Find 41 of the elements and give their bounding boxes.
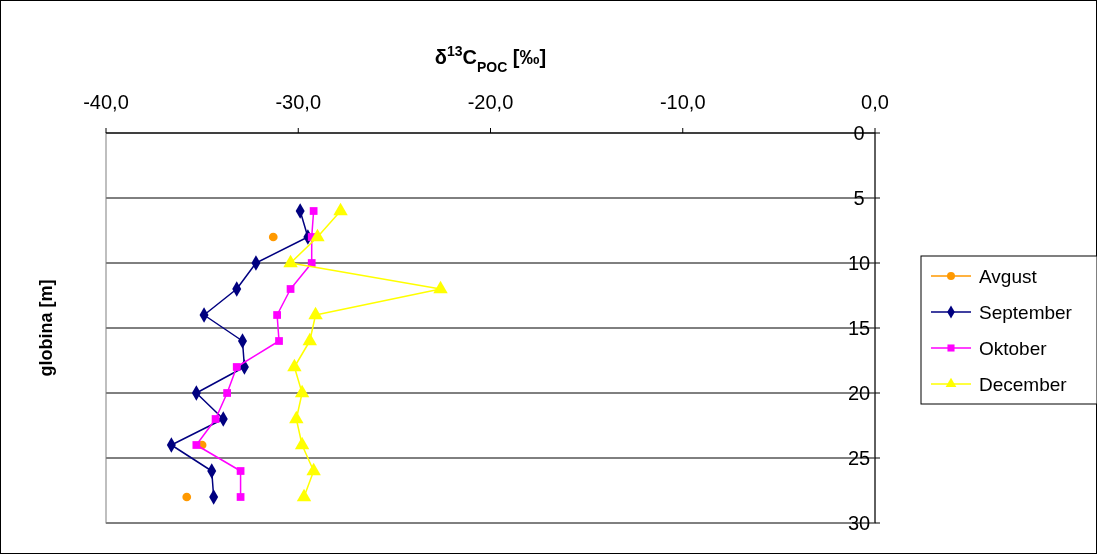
point [294, 384, 310, 398]
x-tick-label: -40,0 [83, 91, 129, 113]
point [223, 389, 231, 397]
point [275, 337, 283, 345]
point [283, 254, 298, 268]
point [287, 358, 302, 372]
point [310, 228, 325, 242]
y-tick-label: 25 [847, 447, 871, 469]
legend-label: Oktober [979, 338, 1048, 359]
y-tick-label: 10 [847, 252, 871, 274]
point [236, 493, 245, 501]
point [309, 207, 318, 215]
y-tick-label: 20 [847, 382, 871, 404]
point [232, 363, 241, 371]
x-axis-title: δ$^{13}$C$_{POC}$ [‰] [434, 43, 547, 75]
point [296, 488, 312, 502]
point [294, 436, 310, 450]
legend-label: Avgust [979, 266, 1038, 287]
point [273, 311, 281, 319]
point [286, 285, 295, 293]
x-tick-label: 0,0 [861, 91, 889, 113]
point [333, 202, 348, 216]
point [211, 415, 220, 423]
y-axis-title: globina [m] [36, 279, 56, 377]
point [433, 280, 448, 294]
point [308, 306, 323, 320]
legend-label: December [979, 374, 1068, 395]
x-tick-label: -20,0 [467, 91, 514, 113]
y-tick-label: 5 [853, 187, 865, 209]
legend-label: September [979, 302, 1073, 323]
y-tick-label: 15 [847, 317, 871, 339]
point [306, 462, 321, 476]
point [289, 410, 304, 424]
y-tick-label: 30 [847, 512, 871, 534]
point [182, 492, 192, 502]
point [268, 232, 278, 242]
x-tick-label: -30,0 [275, 91, 322, 113]
point [192, 441, 201, 449]
x-tick-label: -10,0 [659, 91, 706, 113]
point [236, 467, 245, 475]
point [302, 332, 317, 346]
